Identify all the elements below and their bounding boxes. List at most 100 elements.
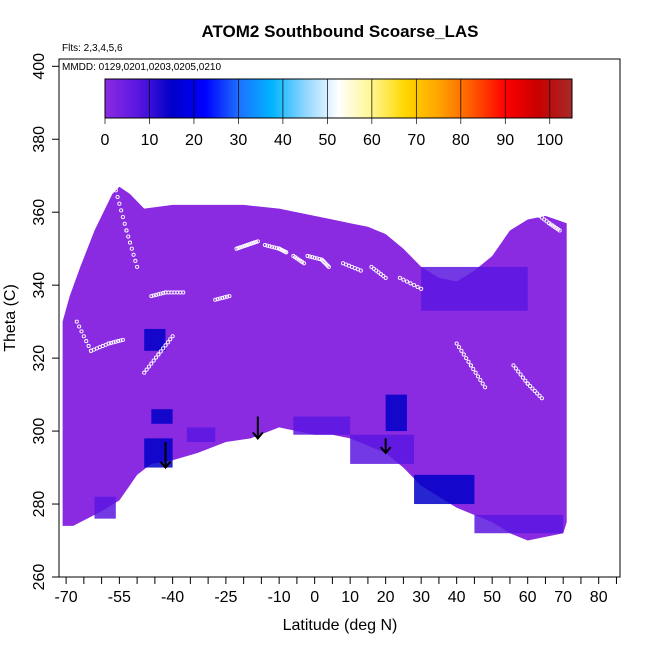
flight-point (122, 221, 127, 226)
flight-point (144, 367, 149, 372)
flight-point (317, 256, 322, 262)
value-patch (144, 438, 173, 468)
colorbar-tick-label: 10 (141, 132, 159, 149)
flight-point (415, 284, 420, 290)
flight-point (312, 255, 317, 260)
flight-point (163, 343, 168, 348)
arrow-marker (252, 416, 264, 440)
flight-point (170, 334, 175, 339)
flight-point (301, 261, 307, 266)
colorbar-tick-label: 80 (452, 132, 470, 149)
flight-point (314, 256, 320, 261)
flight-point (220, 295, 225, 300)
arrow-marker (159, 442, 172, 470)
flight-point (528, 384, 533, 389)
flight-point (475, 374, 481, 379)
flight-point (227, 294, 232, 299)
x-tick-label: 70 (554, 589, 572, 606)
value-patch (293, 416, 351, 435)
colorbar-tick-label: 60 (363, 132, 381, 149)
colorbar-tick-label: 0 (101, 132, 110, 149)
flight-point (537, 393, 542, 398)
flight-point (516, 369, 521, 374)
flight-point (119, 208, 124, 213)
flight-point (215, 297, 220, 302)
flight-point (557, 228, 562, 233)
flight-point (459, 348, 464, 353)
flight-point (86, 343, 91, 349)
flight-point (151, 293, 156, 298)
flight-point (518, 372, 523, 377)
y-tick-label: 280 (31, 491, 48, 518)
flight-point (461, 352, 466, 357)
flight-point (161, 346, 166, 351)
flight-point (404, 279, 410, 284)
flight-point (269, 244, 275, 249)
x-tick-label: 20 (377, 589, 395, 606)
flight-point (383, 275, 388, 280)
flight-point (513, 366, 518, 371)
value-patch (186, 427, 216, 443)
flight-point (129, 246, 134, 251)
flight-point (158, 291, 163, 296)
flight-point (535, 391, 540, 396)
mmdd-label: MMDD: 0129,0201,0203,0205,0210 (62, 62, 221, 73)
flight-point (520, 375, 525, 380)
flight-point (468, 363, 473, 368)
flight-point (478, 377, 483, 383)
x-tick-label: 50 (483, 589, 501, 606)
data-domain-fill (62, 186, 567, 541)
value-patch (144, 328, 166, 351)
flight-point (124, 228, 129, 233)
flight-point (118, 338, 123, 343)
flight-point (181, 290, 186, 295)
flight-point (217, 296, 223, 301)
flight-point (133, 258, 138, 263)
x-tick-label: 80 (590, 589, 608, 606)
x-tick-label: 60 (519, 589, 537, 606)
x-tick-label: -70 (55, 589, 78, 606)
flight-point (225, 294, 230, 299)
flight-point (262, 242, 267, 248)
value-patch (385, 394, 407, 432)
flight-point (419, 286, 424, 291)
colorbar-tick-label: 90 (496, 132, 514, 149)
colorbar-gradient (104, 78, 573, 119)
flights-label: Flts: 2,3,4,5,6 (62, 43, 123, 54)
value-patch (414, 474, 475, 505)
flight-point (81, 334, 86, 339)
flight-point (168, 337, 173, 342)
flight-point (397, 275, 402, 280)
x-tick-label: 40 (448, 589, 466, 606)
x-tick-label: -40 (161, 589, 184, 606)
flight-point (464, 356, 469, 361)
y-tick-label: 360 (31, 199, 48, 226)
flight-point (77, 324, 82, 329)
x-tick-label: 10 (341, 589, 359, 606)
flight-point (222, 295, 227, 300)
colorbar-tick-label: 40 (274, 132, 292, 149)
flight-point (408, 281, 413, 286)
flight-point (310, 255, 315, 260)
flight-point (113, 339, 118, 344)
y-tick-label: 320 (31, 345, 48, 372)
flight-point (117, 201, 122, 206)
colorbar-tick-label: 20 (185, 132, 203, 149)
flight-point (532, 388, 537, 394)
colorbar: 0 10 20 30 40 50 60 70 80 90 100 (101, 78, 573, 149)
flight-point (156, 292, 161, 297)
flight-point (274, 246, 279, 251)
y-tick-label: 400 (31, 53, 48, 80)
flight-point (213, 297, 218, 302)
flight-point (116, 339, 121, 344)
flight-point (158, 349, 163, 354)
flight-point (154, 292, 159, 297)
flight-point (307, 254, 312, 259)
flight-point (79, 329, 84, 334)
flight-point (154, 355, 159, 360)
x-tick-label: -25 (214, 589, 237, 606)
y-tick-label: 380 (31, 126, 48, 153)
flight-point (473, 370, 478, 375)
flight-point (358, 268, 363, 273)
